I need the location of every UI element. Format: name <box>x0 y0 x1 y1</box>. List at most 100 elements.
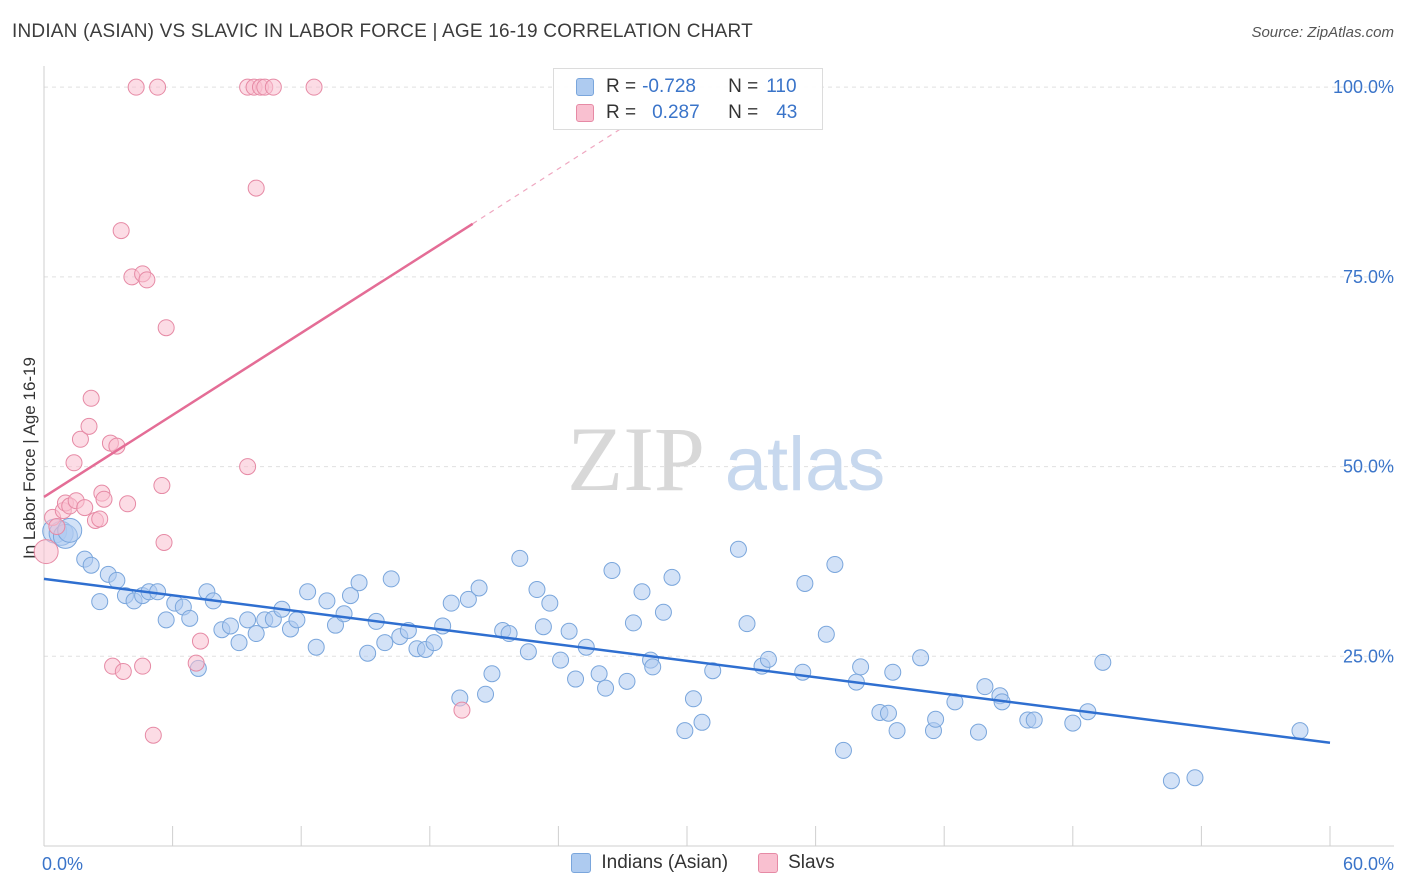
legend-swatch-slavs <box>576 104 594 122</box>
point-indians-66 <box>597 679 615 697</box>
point-indians-107 <box>1162 772 1180 790</box>
point-indians-84 <box>796 574 814 592</box>
legend-row-slavs: R = 0.287 N = 43 <box>576 101 797 125</box>
point-indians-69 <box>624 614 642 632</box>
point-indians-108 <box>1186 769 1204 787</box>
point-slavs-20 <box>114 662 132 680</box>
series-legend: Indians (Asian) Slavs <box>0 852 1406 874</box>
point-indians-14 <box>157 611 175 629</box>
point-indians-80 <box>738 615 756 633</box>
point-indians-73 <box>654 603 672 621</box>
point-indians-77 <box>693 713 711 731</box>
point-slavs-34 <box>239 458 257 476</box>
point-slavs-42 <box>453 701 471 719</box>
legend-row-indians: R = -0.728 N = 110 <box>576 75 797 99</box>
point-slavs-0 <box>33 539 59 565</box>
point-slavs-2 <box>48 518 66 536</box>
legend-swatch-slavs <box>758 853 779 873</box>
point-indians-36 <box>341 587 359 605</box>
trend-line-slavs <box>43 222 474 498</box>
trend-lines <box>43 128 1331 745</box>
point-indians-25 <box>247 625 265 643</box>
point-indians-31 <box>299 583 317 601</box>
y-tick-label-3: 100.0% <box>1333 77 1394 97</box>
point-slavs-13 <box>91 510 109 528</box>
stats-legend: R = -0.728 N = 110 R = 0.287 N = 43 <box>553 68 823 130</box>
watermark-zip: ZIP <box>567 408 705 510</box>
y-tick-label-2: 75.0% <box>1343 267 1394 287</box>
point-slavs-8 <box>71 430 89 448</box>
point-slavs-26 <box>138 271 156 289</box>
point-indians-93 <box>888 722 906 740</box>
tick-labels: 25.0% 50.0% 75.0% 100.0% 0.0% 60.0% <box>42 77 1394 874</box>
watermark-atlas: atlas <box>725 422 886 507</box>
point-indians-8 <box>108 571 126 589</box>
legend-n-label: N = <box>728 102 759 123</box>
point-indians-85 <box>817 625 835 643</box>
point-indians-103 <box>1025 711 1043 729</box>
point-indians-5 <box>82 556 100 574</box>
point-indians-30 <box>288 611 306 629</box>
point-indians-17 <box>181 609 199 627</box>
point-slavs-31 <box>157 319 175 337</box>
point-indians-63 <box>567 670 585 688</box>
chart-source: Source: ZipAtlas.com <box>1251 24 1394 41</box>
point-indians-87 <box>834 741 852 759</box>
legend-swatch-indians <box>571 853 592 873</box>
legend-item-indians[interactable]: Indians (Asian) <box>571 852 728 874</box>
watermark: ZIP atlas <box>567 408 885 510</box>
point-indians-106 <box>1094 653 1112 671</box>
point-slavs-30 <box>155 533 173 551</box>
point-indians-82 <box>759 650 777 668</box>
trend-extension-slavs <box>472 128 621 225</box>
point-indians-52 <box>477 685 495 703</box>
point-slavs-41 <box>305 78 323 96</box>
legend-r-value: 0.287 <box>652 102 700 123</box>
point-indians-23 <box>230 634 248 652</box>
legend-item-slavs[interactable]: Slavs <box>758 852 835 874</box>
legend-r-label: R = <box>606 76 637 97</box>
point-slavs-33 <box>191 632 209 650</box>
point-slavs-6 <box>65 454 83 472</box>
x-tick-label-1: 60.0% <box>1343 854 1394 874</box>
point-indians-75 <box>676 722 694 740</box>
point-slavs-40 <box>264 78 282 96</box>
point-indians-65 <box>590 665 608 683</box>
point-indians-74 <box>663 568 681 586</box>
point-indians-58 <box>528 581 546 599</box>
point-indians-91 <box>879 704 897 722</box>
y-tick-label-1: 50.0% <box>1343 457 1394 477</box>
point-indians-53 <box>483 665 501 683</box>
point-indians-94 <box>912 649 930 667</box>
series-slavs <box>33 78 471 744</box>
point-indians-83 <box>794 663 812 681</box>
trend-line-indians <box>43 577 1331 745</box>
point-indians-48 <box>442 594 460 612</box>
point-slavs-28 <box>149 78 167 96</box>
point-indians-104 <box>1064 714 1082 732</box>
point-indians-38 <box>359 644 377 662</box>
point-indians-57 <box>519 643 537 661</box>
legend-n-label: N = <box>728 76 759 97</box>
point-indians-59 <box>534 618 552 636</box>
legend-label-indians: Indians (Asian) <box>601 852 729 873</box>
point-indians-79 <box>729 540 747 558</box>
point-indians-32 <box>307 638 325 656</box>
point-indians-78 <box>704 662 722 680</box>
point-slavs-32 <box>187 654 205 672</box>
legend-label-slavs: Slavs <box>788 852 835 873</box>
point-indians-61 <box>552 651 570 669</box>
point-indians-86 <box>826 555 844 573</box>
point-indians-22 <box>221 617 239 635</box>
point-slavs-23 <box>127 78 145 96</box>
point-slavs-15 <box>95 490 113 508</box>
legend-n-value: 110 <box>766 76 797 97</box>
point-indians-96 <box>927 710 945 728</box>
point-indians-50 <box>459 590 477 608</box>
point-indians-40 <box>376 634 394 652</box>
chart-title: INDIAN (ASIAN) VS SLAVIC IN LABOR FORCE … <box>12 21 753 42</box>
point-slavs-27 <box>144 726 162 744</box>
point-indians-41 <box>382 570 400 588</box>
point-indians-76 <box>684 690 702 708</box>
